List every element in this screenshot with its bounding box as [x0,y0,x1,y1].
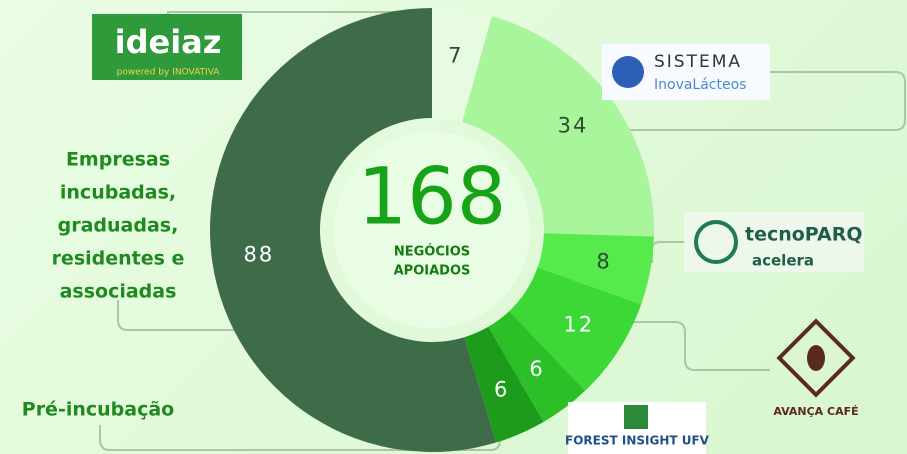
center-label: APOIADOS [394,264,471,279]
logo-text: powered by INOVATIVA [117,68,221,78]
logo-sistema: SISTEMA InovaLácteos [602,44,770,100]
donut-segment [462,16,654,237]
donut-segment [537,233,654,305]
value-label: 34 [558,113,589,137]
annotation: Empresas incubadas, graduadas, residente… [22,149,185,421]
logo-bg [92,14,242,80]
logo-text: FOREST INSIGHT UFV [565,434,710,448]
logo-text: ideiaz [115,23,222,61]
logo-icon [624,405,648,429]
logo-ideiaz: ideiaz powered by INOVATIVA [92,14,242,80]
value-label: 8 [596,249,611,273]
logo-icon [612,56,644,88]
value-label: 6 [494,378,509,402]
donut: 7 34 8 12 66 88 [210,8,654,452]
annotation-line: Empresas [66,149,170,171]
logo-icon [776,318,856,398]
logo-text: AVANÇA CAFÉ [773,405,858,418]
annotation-line: incubadas, [60,182,176,204]
donut-segment [464,326,544,443]
donut-segment [432,8,492,123]
donut-segment [488,311,586,422]
center-label: NEGÓCIOS [394,244,470,260]
logo-tecnoparq: tecnoPARQ acelera [684,212,864,272]
annotation-line: Pré-incubação [22,399,174,421]
logo-text: InovaLácteos [654,77,746,93]
annotation-line: associadas [60,281,177,303]
logo-avanca: AVANÇA CAFÉ [773,318,859,418]
value-label: 7 [448,44,463,68]
center-value: 168 [358,152,507,242]
donut-segment [509,267,642,391]
logo-icon [807,345,825,371]
donut-segment [210,8,497,452]
annotation-line: graduadas, [58,215,179,237]
logo-text: acelera [752,252,814,270]
connector [99,420,501,451]
logo-icon [694,220,738,264]
connector [600,321,770,371]
value-label: 6 [529,357,544,381]
value-label: 12 [563,312,594,336]
center-disc [334,132,530,328]
value-label: 88 [244,243,275,267]
annotation-line: residentes e [52,248,185,270]
connector [590,71,906,131]
logo-text: SISTEMA [654,52,742,72]
logo-text: tecnoPARQ [745,224,862,246]
logo-forest: FOREST INSIGHT UFV [565,402,710,454]
